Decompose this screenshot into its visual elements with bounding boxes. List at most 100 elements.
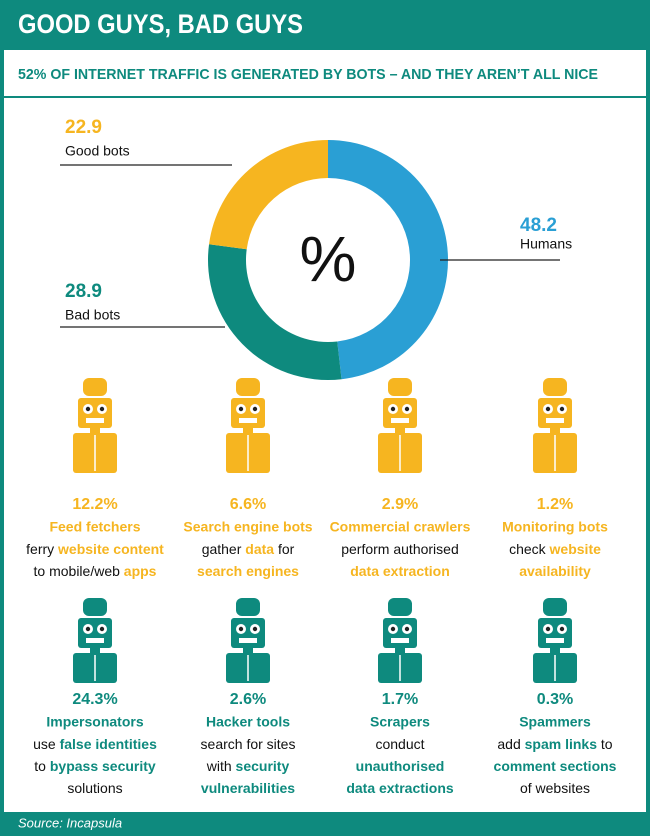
- category-label: Good bots: [65, 143, 130, 159]
- robot-mouth: [239, 418, 257, 423]
- description-line: availability: [519, 563, 591, 579]
- robot-icon: [226, 598, 270, 683]
- robot-antenna: [388, 598, 412, 616]
- robot-pupil: [85, 626, 91, 632]
- robot-mouth: [239, 638, 257, 643]
- robot-pupil: [252, 626, 258, 632]
- plain-text: gather: [202, 541, 246, 557]
- description-line: gather data for: [202, 541, 295, 557]
- value-label: 48.2: [520, 215, 557, 236]
- share: 2.6%: [230, 691, 266, 708]
- robot-pupil: [238, 406, 244, 412]
- highlight-text: availability: [519, 563, 591, 579]
- plain-text: to: [34, 758, 50, 774]
- robot-antenna: [236, 598, 260, 616]
- robot-antenna: [543, 598, 567, 616]
- category-label: Humans: [520, 236, 572, 252]
- highlight-text: data: [245, 541, 274, 557]
- bot-name: Commercial crawlers: [330, 519, 471, 535]
- plain-text: use: [33, 736, 59, 752]
- description-line: add spam links to: [497, 736, 612, 752]
- robot-pupil: [238, 626, 244, 632]
- plain-text: ferry: [26, 541, 58, 557]
- robot-pupil: [404, 406, 410, 412]
- plain-text: for: [274, 541, 295, 557]
- robot-head: [383, 398, 417, 428]
- robot-pupil: [545, 626, 551, 632]
- description-line: to bypass security: [34, 758, 156, 774]
- robot-antenna: [236, 378, 260, 396]
- robot-pupil: [559, 406, 565, 412]
- plain-text: to: [597, 736, 613, 752]
- robot-mouth: [391, 638, 409, 643]
- category-label: Bad bots: [65, 307, 120, 323]
- share: 6.6%: [230, 496, 266, 513]
- robot-head: [231, 618, 265, 648]
- subtitle: 52% OF INTERNET TRAFFIC IS GENERATED BY …: [18, 66, 598, 83]
- robot-neck: [90, 428, 100, 433]
- footer-band: [0, 812, 650, 836]
- robot-icon: [73, 378, 117, 473]
- robot-pupil: [99, 626, 105, 632]
- share: 1.7%: [382, 691, 418, 708]
- robot-icon: [378, 378, 422, 473]
- plain-text: with: [206, 758, 236, 774]
- description-line: unauthorised: [356, 758, 445, 774]
- robot-pupil: [99, 406, 105, 412]
- description-line: solutions: [67, 780, 122, 796]
- robot-mouth: [546, 638, 564, 643]
- robot-head: [538, 618, 572, 648]
- robot-icon: [378, 598, 422, 683]
- bot-name: Spammers: [519, 714, 591, 730]
- robot-antenna: [83, 598, 107, 616]
- header-band: [0, 0, 650, 50]
- value-label: 28.9: [65, 281, 102, 302]
- bot-name: Scrapers: [370, 714, 430, 730]
- description-line: data extractions: [346, 780, 454, 796]
- robot-pupil: [390, 626, 396, 632]
- donut-segment: [208, 244, 342, 381]
- description-line: ferry website content: [26, 541, 164, 557]
- plain-text: solutions: [67, 780, 122, 796]
- robot-mouth: [391, 418, 409, 423]
- bot-name: Impersonators: [46, 714, 143, 730]
- highlight-text: vulnerabilities: [201, 780, 295, 796]
- description-line: of websites: [520, 780, 590, 796]
- share: 24.3%: [72, 691, 117, 708]
- value-label: 22.9: [65, 117, 102, 138]
- description-line: perform authorised: [341, 541, 459, 557]
- robot-neck: [550, 428, 560, 433]
- robot-neck: [243, 648, 253, 653]
- robot-pupil: [390, 406, 396, 412]
- robot-mouth: [86, 418, 104, 423]
- robot-head: [231, 398, 265, 428]
- robot-icon: [533, 598, 577, 683]
- plain-text: of websites: [520, 780, 590, 796]
- robot-head: [78, 618, 112, 648]
- robot-icon: [533, 378, 577, 473]
- share: 2.9%: [382, 496, 418, 513]
- highlight-text: data extractions: [346, 780, 454, 796]
- highlight-text: comment sections: [494, 758, 617, 774]
- donut-segment: [209, 140, 328, 250]
- robot-mouth: [86, 638, 104, 643]
- share: 12.2%: [72, 496, 117, 513]
- highlight-text: spam links: [525, 736, 598, 752]
- description-line: vulnerabilities: [201, 780, 295, 796]
- left-border: [0, 0, 4, 836]
- robot-mouth: [546, 418, 564, 423]
- description-line: data extraction: [350, 563, 450, 579]
- description-line: to mobile/web apps: [34, 563, 157, 579]
- highlight-text: unauthorised: [356, 758, 445, 774]
- highlight-text: website: [549, 541, 602, 557]
- robot-neck: [90, 648, 100, 653]
- plain-text: to mobile/web: [34, 563, 124, 579]
- title: GOOD GUYS, BAD GUYS: [18, 9, 303, 39]
- highlight-text: website content: [57, 541, 164, 557]
- plain-text: add: [497, 736, 524, 752]
- description-line: comment sections: [494, 758, 617, 774]
- robot-pupil: [252, 406, 258, 412]
- robot-head: [538, 398, 572, 428]
- robot-pupil: [545, 406, 551, 412]
